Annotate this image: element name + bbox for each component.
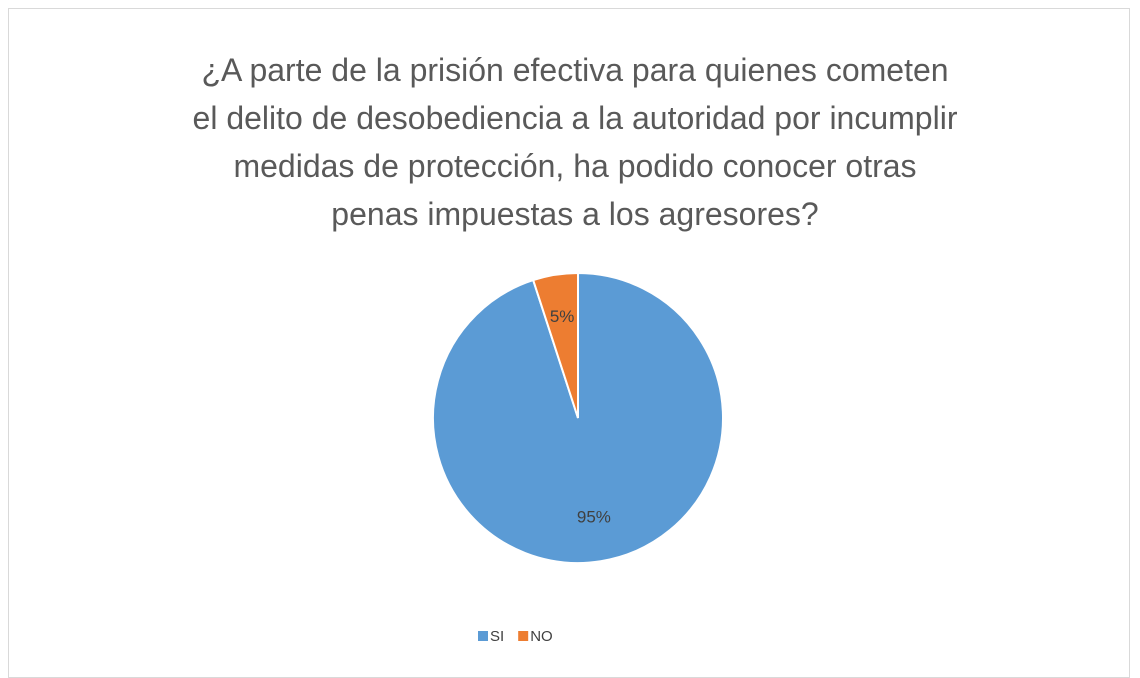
legend-swatch xyxy=(478,631,488,641)
chart-title: ¿A parte de la prisión efectiva para qui… xyxy=(192,52,958,232)
legend-label: NO xyxy=(530,628,553,645)
pie-slice xyxy=(531,271,579,419)
legend-label: SI xyxy=(490,628,504,645)
data-label: 5% xyxy=(550,307,575,326)
legend-swatch xyxy=(518,631,529,641)
data-label: 95% xyxy=(577,508,611,527)
